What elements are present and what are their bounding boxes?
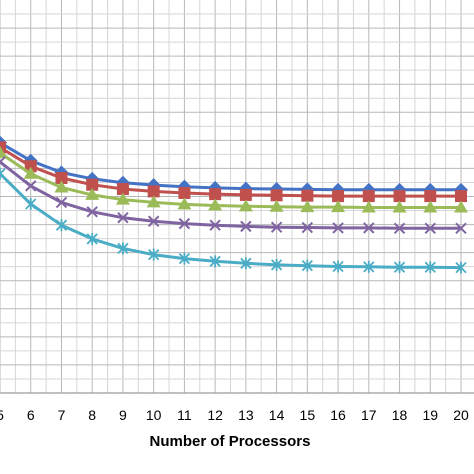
data-point-series-5-x7 [55, 219, 68, 232]
series-line-4 [0, 160, 461, 230]
data-point-series-4-x5 [0, 156, 6, 168]
data-point-series-4-x20 [455, 222, 467, 235]
x-tick-label: 12 [207, 407, 223, 423]
data-point-series-5-x14 [270, 258, 283, 271]
x-tick-label: 6 [27, 407, 35, 423]
data-point-series-2-x18 [393, 190, 406, 203]
data-point-series-2-x15 [301, 189, 314, 202]
data-point-series-3-x13 [238, 199, 253, 212]
data-point-series-4-x10 [147, 215, 160, 227]
data-point-series-5-x10 [148, 248, 160, 261]
data-point-series-3-x10 [146, 195, 161, 208]
data-point-series-4-x8 [86, 206, 98, 218]
x-tick-label: 19 [422, 407, 438, 423]
data-point-series-5-x18 [393, 261, 406, 274]
x-axis-label: Number of Processors [150, 433, 311, 450]
data-point-series-3-x7 [54, 180, 69, 193]
data-point-series-4-x6 [25, 180, 37, 192]
x-tick-label: 5 [0, 407, 4, 423]
data-point-series-2-x13 [239, 188, 252, 201]
data-point-series-3-x9 [115, 192, 130, 205]
data-point-series-5-x6 [25, 197, 37, 210]
data-point-series-2-x7 [55, 172, 68, 185]
data-point-series-2-x17 [362, 190, 375, 203]
data-point-series-2-x14 [270, 189, 283, 202]
data-point-series-5-x11 [178, 252, 191, 265]
series-line-2 [0, 146, 461, 198]
data-point-series-2-x8 [86, 178, 99, 191]
data-point-series-4-x12 [209, 219, 221, 231]
data-point-series-3-x18 [392, 200, 407, 213]
data-point-series-3-x14 [269, 199, 284, 212]
gridlines [0, 0, 474, 394]
data-point-series-5-x19 [424, 261, 436, 274]
data-point-series-3-x20 [454, 200, 468, 213]
x-tick-label: 20 [453, 407, 469, 423]
data-point-series-3-x12 [208, 198, 223, 211]
data-point-series-5-x5 [0, 167, 6, 180]
series-group [0, 135, 468, 274]
data-point-series-5-x15 [301, 259, 313, 272]
data-point-series-3-x8 [85, 187, 100, 200]
x-tick-label: 13 [238, 407, 254, 423]
data-point-series-5-x13 [240, 257, 252, 270]
x-tick-label: 16 [330, 407, 346, 423]
data-point-series-4-x9 [117, 212, 129, 224]
data-point-series-3-x16 [331, 200, 346, 213]
data-point-series-5-x20 [455, 261, 467, 274]
x-tick-label: 17 [361, 407, 377, 423]
x-tick-labels: 5 6 7 8 9 10 11 12 13 14 15 16 17 18 19 20 [0, 407, 469, 423]
x-tick-label: 8 [88, 407, 96, 423]
x-tick-label: 7 [58, 407, 66, 423]
data-point-series-3-x17 [361, 200, 376, 213]
data-point-series-3-x15 [300, 200, 315, 213]
data-point-series-2-x11 [178, 186, 191, 199]
data-point-series-5-x8 [86, 232, 98, 245]
data-point-series-3-x6 [23, 166, 38, 179]
x-tick-label: 18 [392, 407, 408, 423]
data-point-series-5-x17 [363, 260, 375, 273]
x-tick-label: 14 [269, 407, 285, 423]
data-point-series-4-x14 [270, 221, 283, 233]
x-tick-label: 15 [300, 407, 316, 423]
data-point-series-3-x19 [423, 200, 438, 213]
data-point-series-5-x12 [209, 255, 221, 268]
data-point-series-3-x11 [177, 197, 192, 210]
data-point-series-2-x5 [0, 141, 6, 154]
data-point-series-4-x18 [393, 222, 406, 235]
data-point-series-4-x11 [178, 217, 191, 230]
data-point-series-4-x17 [363, 222, 375, 234]
data-point-series-5-x16 [332, 260, 344, 273]
data-point-series-4-x19 [424, 222, 436, 235]
data-point-series-2-x20 [455, 190, 467, 203]
data-point-series-4-x15 [301, 221, 314, 234]
data-point-series-2-x16 [332, 190, 345, 203]
data-point-series-2-x10 [147, 185, 160, 198]
data-point-series-2-x6 [24, 160, 37, 173]
x-tick-label: 11 [177, 407, 192, 423]
data-point-series-3-x5 [0, 145, 7, 158]
series-line-5 [0, 172, 462, 270]
data-point-series-4-x16 [332, 222, 344, 234]
series-line-3 [0, 151, 461, 209]
data-point-series-2-x12 [209, 188, 222, 201]
x-tick-label: 9 [119, 407, 127, 423]
data-point-series-2-x9 [116, 183, 129, 196]
x-tick-label: 10 [146, 407, 162, 423]
data-point-series-5-x9 [117, 242, 129, 255]
data-point-series-4-x13 [240, 220, 252, 233]
series-line-1 [0, 141, 461, 192]
data-point-series-4-x7 [55, 196, 68, 209]
data-point-series-2-x19 [424, 190, 437, 203]
